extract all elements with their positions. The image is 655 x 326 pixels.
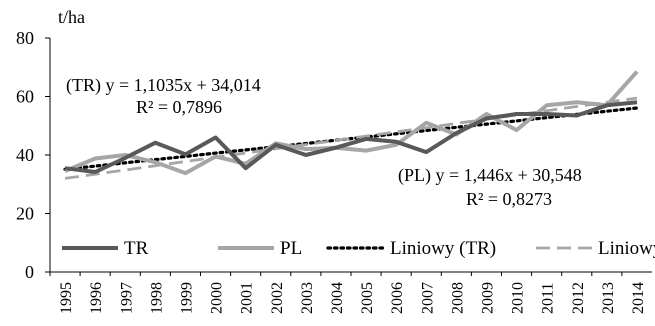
pl-r-squared: R² = 0,8273 — [466, 189, 552, 209]
x-tick-label: 2014 — [630, 282, 647, 314]
series-layer — [63, 70, 639, 180]
legend: TR PL Liniowy (TR) Liniowy (PL) — [62, 238, 655, 259]
x-tick-label: 1998 — [148, 282, 165, 314]
x-tick-label: 2009 — [479, 282, 496, 314]
x-tick-label: 1996 — [88, 282, 105, 314]
legend-label: Liniowy (PL) — [598, 238, 655, 259]
tr-r-squared: R² = 0,7896 — [136, 97, 222, 117]
x-tick-label: 1999 — [178, 282, 195, 314]
x-tick-label: 2008 — [449, 282, 466, 314]
y-tick-label: 80 — [16, 28, 34, 48]
y-tick-label: 20 — [16, 204, 34, 224]
legend-label: Liniowy (TR) — [390, 238, 496, 259]
y-axis-ticks: 0 20 40 60 80 — [16, 28, 50, 282]
x-tick-label: 2005 — [359, 282, 376, 314]
x-tick-label: 2007 — [419, 282, 436, 314]
x-tick-label: 2002 — [269, 282, 286, 314]
pl-regression-equation: (PL) y = 1,446x + 30,548 — [398, 165, 582, 186]
series-line-liniowy-tr — [63, 106, 639, 171]
y-tick-label: 0 — [25, 262, 34, 282]
x-tick-label: 2013 — [600, 282, 617, 314]
x-tick-label: 2010 — [510, 282, 527, 314]
y-axis-unit-label: t/ha — [58, 7, 85, 27]
y-tick-label: 60 — [16, 87, 34, 107]
legend-background — [52, 236, 652, 268]
x-tick-label: 2000 — [209, 282, 226, 314]
legend-label: PL — [280, 238, 302, 259]
x-tick-label: 2001 — [239, 282, 256, 314]
x-tick-label: 2004 — [329, 282, 346, 314]
y-tick-label: 40 — [16, 145, 34, 165]
x-tick-label: 1995 — [58, 282, 75, 314]
x-tick-label: 2012 — [570, 282, 587, 314]
tr-regression-equation: (TR) y = 1,1035x + 34,014 — [66, 75, 261, 96]
series-line-pl — [64, 70, 639, 176]
x-axis-ticks: 1995 1996 1997 1998 1999 2000 2001 2002 2003 2004… — [49, 272, 647, 314]
x-tick-label: 2006 — [389, 282, 406, 314]
legend-label: TR — [124, 238, 149, 259]
series-line-tr — [64, 100, 638, 174]
x-tick-label: 2011 — [540, 283, 557, 314]
x-tick-label: 2003 — [299, 282, 316, 314]
x-tick-label: 1997 — [118, 282, 135, 314]
